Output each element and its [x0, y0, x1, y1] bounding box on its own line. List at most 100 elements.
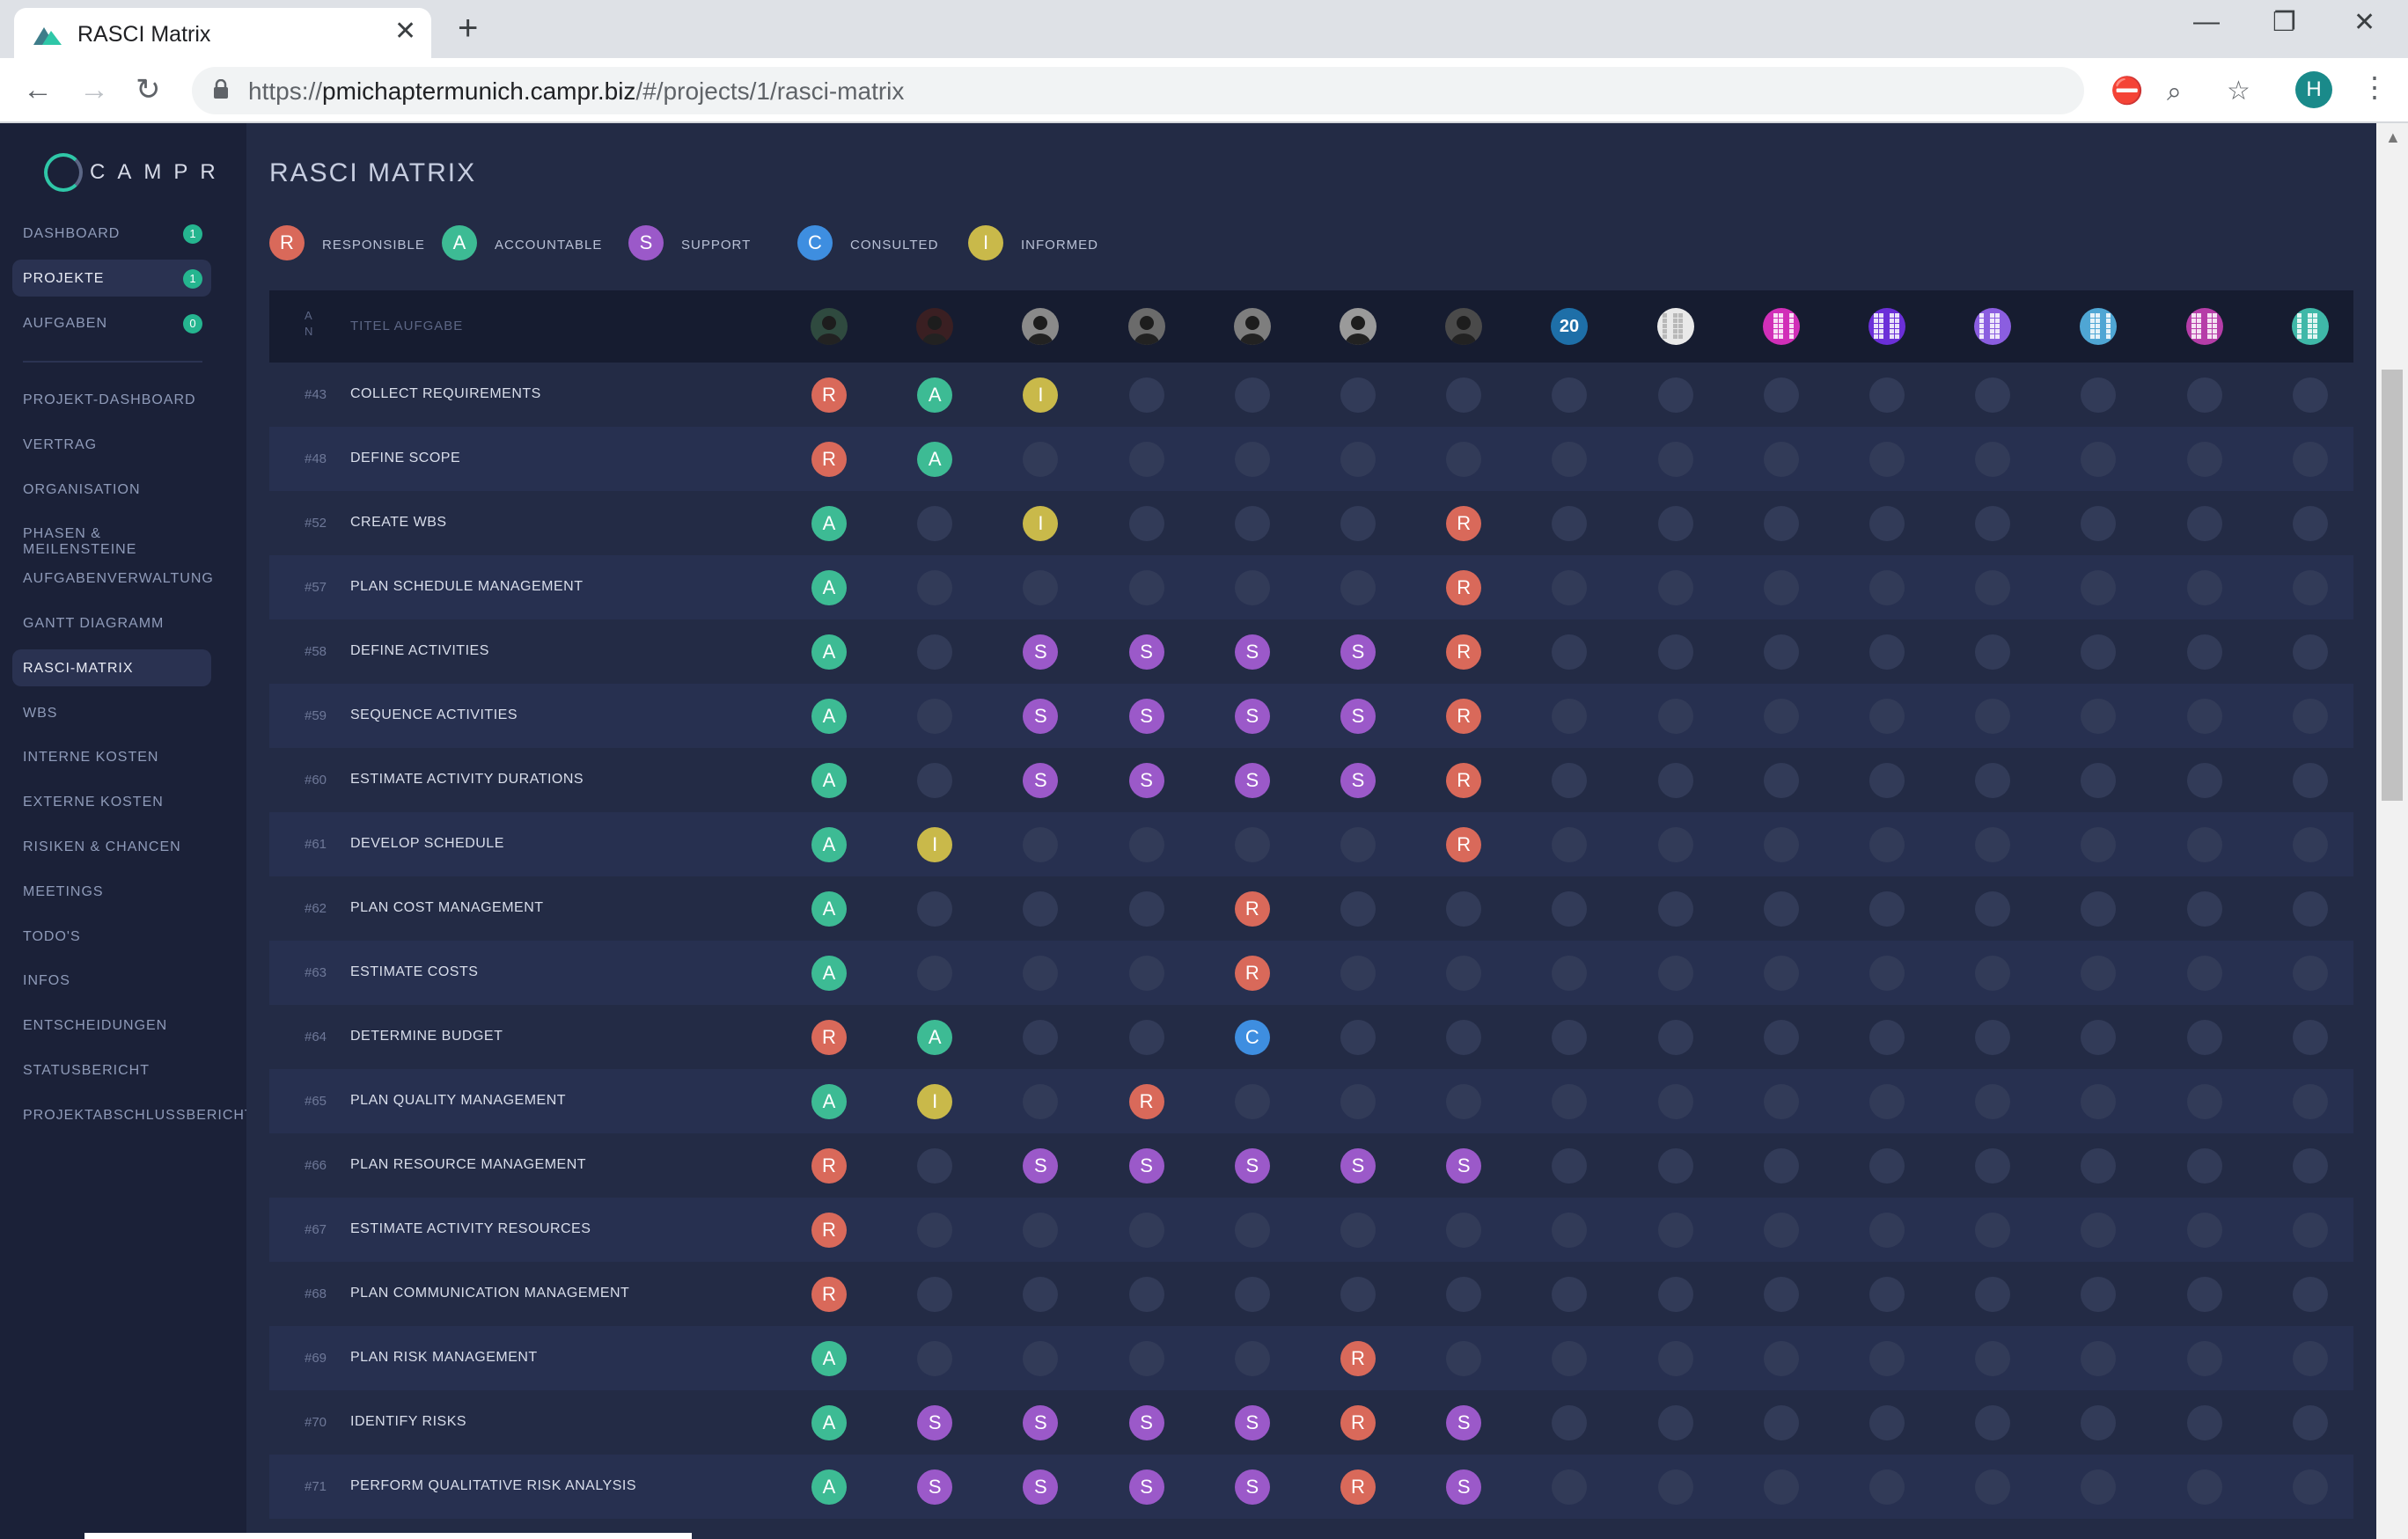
restore-icon[interactable]: ❐	[2272, 8, 2296, 37]
rasci-cell-empty[interactable]	[1975, 377, 2011, 413]
rasci-cell-empty[interactable]	[1975, 1469, 2011, 1505]
rasci-cell-empty[interactable]	[2292, 956, 2328, 991]
rasci-cell-i[interactable]: I	[1023, 506, 1059, 541]
rasci-cell-s[interactable]: S	[1340, 1148, 1376, 1184]
bookmark-star-icon[interactable]: ☆	[2227, 77, 2250, 106]
rasci-cell-empty[interactable]	[1023, 1277, 1059, 1312]
task-title[interactable]: DEFINE ACTIVITIES	[350, 643, 489, 658]
task-title[interactable]: CREATE WBS	[350, 515, 447, 530]
rasci-cell-empty[interactable]	[2081, 634, 2117, 670]
rasci-cell-empty[interactable]	[917, 1277, 953, 1312]
rasci-cell-empty[interactable]	[2186, 1405, 2222, 1440]
rasci-cell-s[interactable]: S	[1340, 699, 1376, 734]
rasci-cell-empty[interactable]	[1023, 1084, 1059, 1119]
scroll-up-icon[interactable]: ▲	[2385, 128, 2401, 146]
rasci-cell-empty[interactable]	[917, 763, 953, 798]
rasci-cell-empty[interactable]	[1023, 891, 1059, 927]
task-id[interactable]: #66	[305, 1158, 327, 1173]
task-title[interactable]: PLAN RESOURCE MANAGEMENT	[350, 1157, 587, 1172]
rasci-cell-empty[interactable]	[1340, 506, 1376, 541]
member-avatar-3[interactable]	[1022, 308, 1060, 345]
rasci-cell-s[interactable]: S	[1234, 1469, 1270, 1505]
task-id[interactable]: #43	[305, 387, 327, 402]
rasci-cell-empty[interactable]	[2081, 956, 2117, 991]
rasci-cell-r[interactable]: R	[1340, 1341, 1376, 1376]
rasci-cell-empty[interactable]	[1763, 1469, 1799, 1505]
sidebar-item-projekt-dashboard[interactable]: PROJEKT-DASHBOARD	[12, 381, 211, 418]
rasci-cell-a[interactable]: A	[917, 1020, 953, 1055]
rasci-cell-empty[interactable]	[1340, 442, 1376, 477]
rasci-cell-empty[interactable]	[2081, 1148, 2117, 1184]
sidebar-item-rasci-matrix[interactable]: RASCI-MATRIX	[12, 649, 211, 686]
task-title[interactable]: ESTIMATE ACTIVITY DURATIONS	[350, 772, 584, 787]
rasci-cell-empty[interactable]	[1763, 1341, 1799, 1376]
rasci-cell-empty[interactable]	[1657, 1084, 1693, 1119]
rasci-cell-empty[interactable]	[1552, 1469, 1588, 1505]
rasci-cell-empty[interactable]	[1340, 1020, 1376, 1055]
rasci-cell-empty[interactable]	[1446, 1277, 1482, 1312]
rasci-cell-s[interactable]: S	[1128, 1148, 1164, 1184]
rasci-cell-empty[interactable]	[1657, 827, 1693, 862]
task-id[interactable]: #59	[305, 708, 327, 723]
rasci-cell-s[interactable]: S	[1446, 1148, 1482, 1184]
rasci-cell-empty[interactable]	[1552, 634, 1588, 670]
rasci-cell-a[interactable]: A	[917, 377, 953, 413]
rasci-cell-empty[interactable]	[1869, 1020, 1905, 1055]
rasci-cell-r[interactable]: R	[1446, 699, 1482, 734]
rasci-cell-s[interactable]: S	[1023, 1148, 1059, 1184]
rasci-cell-empty[interactable]	[2081, 442, 2117, 477]
rasci-cell-empty[interactable]	[1234, 1084, 1270, 1119]
sidebar-item-entscheidungen[interactable]: ENTSCHEIDUNGEN	[12, 1007, 211, 1044]
task-title[interactable]: IDENTIFY RISKS	[350, 1414, 467, 1429]
rasci-cell-empty[interactable]	[2186, 634, 2222, 670]
reload-icon[interactable]: ↻	[136, 73, 161, 106]
rasci-cell-empty[interactable]	[2081, 570, 2117, 605]
rasci-cell-s[interactable]: S	[1234, 1148, 1270, 1184]
task-title[interactable]: PLAN QUALITY MANAGEMENT	[350, 1093, 567, 1108]
rasci-cell-empty[interactable]	[1975, 1020, 2011, 1055]
task-title[interactable]: PLAN RISK MANAGEMENT	[350, 1350, 538, 1365]
rasci-cell-empty[interactable]	[1763, 1148, 1799, 1184]
rasci-cell-empty[interactable]	[1234, 827, 1270, 862]
rasci-cell-empty[interactable]	[1552, 506, 1588, 541]
rasci-cell-empty[interactable]	[2186, 1277, 2222, 1312]
rasci-cell-empty[interactable]	[1869, 699, 1905, 734]
rasci-cell-empty[interactable]	[1023, 956, 1059, 991]
rasci-cell-s[interactable]: S	[1340, 634, 1376, 670]
member-avatar-7[interactable]	[1445, 308, 1483, 345]
campr-logo[interactable]: CAMPR	[44, 153, 246, 197]
rasci-cell-r[interactable]: R	[811, 1213, 847, 1248]
sidebar-item-risiken-chancen[interactable]: RISIKEN & CHANCEN	[12, 828, 211, 865]
rasci-cell-s[interactable]: S	[1128, 634, 1164, 670]
rasci-cell-empty[interactable]	[1552, 442, 1588, 477]
rasci-cell-empty[interactable]	[1763, 956, 1799, 991]
rasci-cell-empty[interactable]	[1128, 1341, 1164, 1376]
rasci-cell-empty[interactable]	[1869, 570, 1905, 605]
rasci-cell-empty[interactable]	[1763, 891, 1799, 927]
sidebar-item-aufgaben[interactable]: AUFGABEN 0	[12, 304, 211, 341]
rasci-cell-a[interactable]: A	[811, 1084, 847, 1119]
rasci-cell-r[interactable]: R	[811, 442, 847, 477]
rasci-cell-a[interactable]: A	[811, 891, 847, 927]
rasci-cell-empty[interactable]	[2292, 570, 2328, 605]
task-title[interactable]: PLAN SCHEDULE MANAGEMENT	[350, 579, 584, 594]
sidebar-item-meetings[interactable]: MEETINGS	[12, 873, 211, 910]
task-title[interactable]: DEFINE SCOPE	[350, 451, 461, 465]
rasci-cell-empty[interactable]	[1763, 1277, 1799, 1312]
rasci-cell-empty[interactable]	[2292, 763, 2328, 798]
blocked-popup-icon[interactable]: ⛔	[2111, 77, 2144, 106]
task-title[interactable]: COLLECT REQUIREMENTS	[350, 386, 541, 401]
rasci-cell-empty[interactable]	[1657, 956, 1693, 991]
rasci-cell-empty[interactable]	[2292, 827, 2328, 862]
rasci-cell-empty[interactable]	[2186, 1341, 2222, 1376]
rasci-cell-empty[interactable]	[1340, 1213, 1376, 1248]
sidebar-item-projektabschlussbericht[interactable]: PROJEKTABSCHLUSSBERICHT	[12, 1096, 253, 1133]
task-id[interactable]: #48	[305, 451, 327, 466]
rasci-cell-empty[interactable]	[1657, 634, 1693, 670]
rasci-cell-empty[interactable]	[2081, 1213, 2117, 1248]
rasci-cell-empty[interactable]	[1234, 570, 1270, 605]
browser-menu-icon[interactable]: ⋮	[2360, 71, 2389, 103]
rasci-cell-empty[interactable]	[2081, 1277, 2117, 1312]
rasci-cell-empty[interactable]	[917, 506, 953, 541]
rasci-cell-empty[interactable]	[2292, 1148, 2328, 1184]
